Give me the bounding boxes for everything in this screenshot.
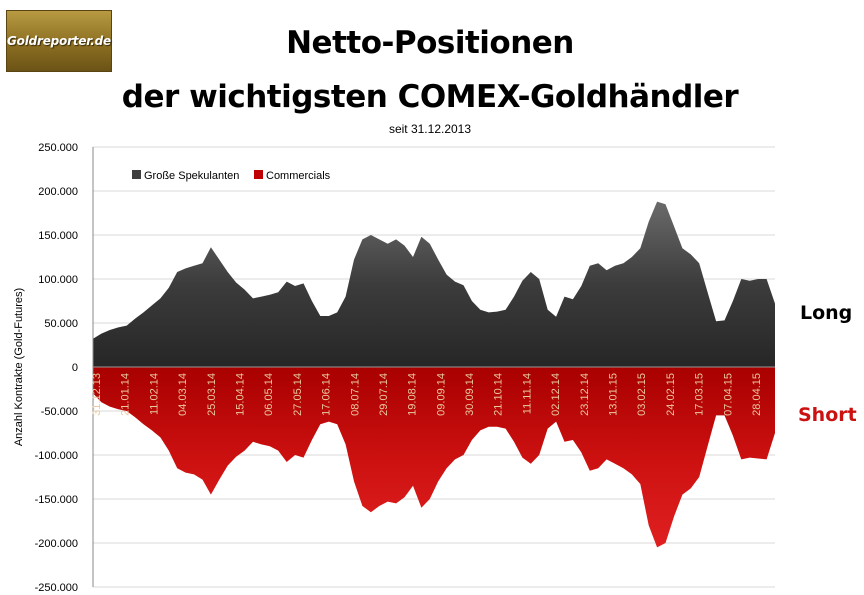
legend-swatch-commercials (254, 170, 263, 179)
x-tick-label: 24.02.15 (665, 373, 677, 416)
chart-title-line1: Netto-Positionen (286, 25, 574, 61)
legend-label-specs: Große Spekulanten (144, 170, 239, 182)
x-tick-label: 28.04.15 (751, 373, 763, 416)
x-tick-label: 11.02.14 (148, 373, 160, 415)
y-tick-label: -250.000 (35, 582, 78, 594)
x-tick-label: 31.12.13 (91, 373, 103, 416)
x-tick-label: 30.09.14 (464, 373, 476, 416)
x-tick-label: 23.12.14 (579, 373, 591, 416)
x-tick-label: 02.12.14 (550, 373, 562, 416)
x-tick-label: 06.05.14 (263, 373, 275, 416)
long-label: Long (800, 302, 853, 324)
short-label: Short (798, 404, 857, 426)
y-tick-label: -150.000 (35, 494, 78, 506)
x-tick-label: 04.03.14 (177, 373, 189, 416)
x-tick-label: 21.10.14 (493, 373, 505, 416)
area-grosse-spekulanten (93, 201, 775, 367)
y-axis-label: Anzahl Kontrakte (Gold-Futures) (13, 288, 25, 446)
x-tick-label: 13.01.15 (608, 373, 620, 416)
x-tick-label: 17.06.14 (321, 373, 333, 416)
y-tick-label: 150.000 (38, 230, 78, 242)
area-layer (93, 201, 775, 548)
x-tick-label: 17.03.15 (694, 373, 706, 416)
chart-subtitle: seit 31.12.2013 (388, 122, 472, 136)
y-tick-label: 100.000 (38, 274, 78, 286)
goldreporter-logo: Goldreporter.de (6, 10, 112, 72)
x-tick-label: 08.07.14 (349, 373, 361, 416)
x-tick-label: 11.11.14 (521, 373, 533, 414)
y-tick-label: 0 (72, 362, 78, 374)
y-tick-label: 50.000 (44, 318, 78, 330)
y-tick-label: 250.000 (38, 142, 78, 154)
chart-title-line2: der wichtigsten COMEX-Goldhändler (121, 79, 739, 115)
x-tick-labels: 31.12.13 21.01.14 11.02.14 04.03.14 25.03.14… (91, 373, 763, 416)
x-tick-label: 09.09.14 (435, 373, 447, 416)
x-tick-label: 21.01.14 (120, 373, 132, 416)
logo-text: Goldreporter.de (7, 34, 111, 48)
x-tick-label: 19.08.14 (407, 373, 419, 416)
x-tick-label: 29.07.14 (378, 373, 390, 416)
y-tick-label: 200.000 (38, 186, 78, 198)
y-tick-label: -100.000 (35, 450, 78, 462)
legend-swatch-specs (132, 170, 141, 179)
x-tick-label: 07.04.15 (722, 373, 734, 416)
x-tick-label: 25.03.14 (206, 373, 218, 416)
y-tick-labels: 250.000 200.000 150.000 100.000 50.000 0 -50.0… (35, 142, 78, 594)
x-tick-label: 15.04.14 (235, 373, 247, 416)
x-tick-label: 27.05.14 (292, 373, 304, 416)
y-tick-label: -50.000 (41, 406, 78, 418)
legend: Große Spekulanten Commercials (132, 170, 331, 182)
area-commercials (93, 367, 775, 548)
legend-label-commercials: Commercials (266, 170, 331, 182)
x-tick-label: 03.02.15 (636, 373, 648, 416)
y-tick-label: -200.000 (35, 538, 78, 550)
